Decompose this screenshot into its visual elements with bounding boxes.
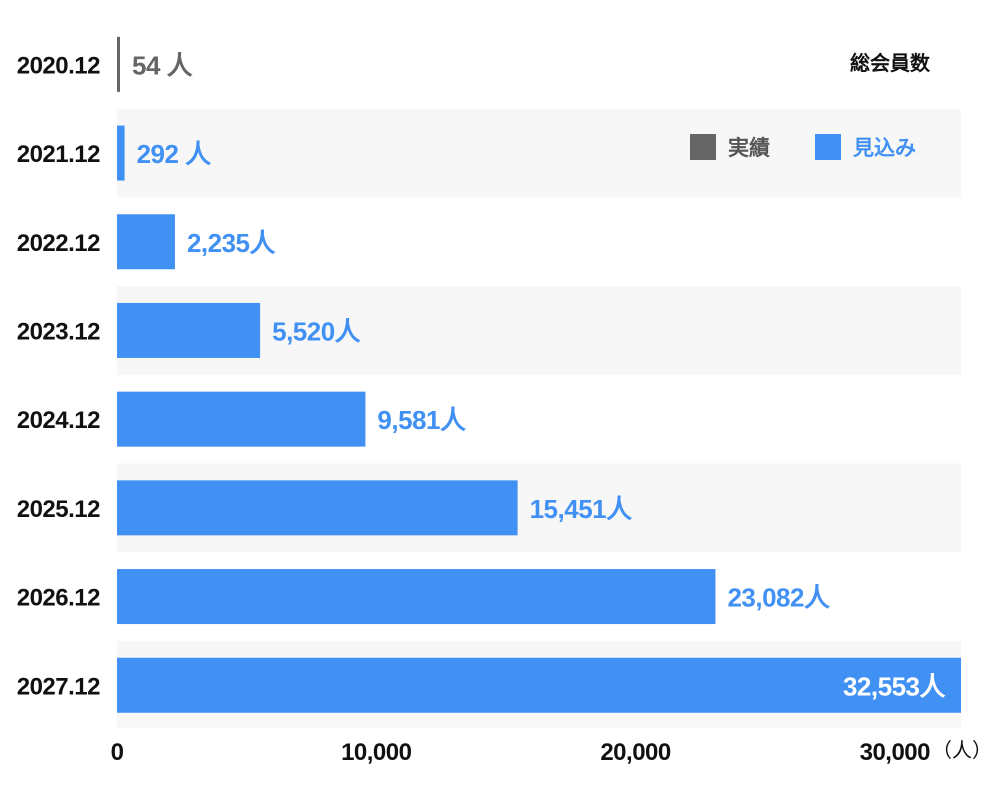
legend-swatch-actual [690, 134, 716, 160]
category-label: 2024.12 [17, 407, 100, 434]
x-tick-label: 0 [111, 739, 124, 766]
legend-swatch-forecast [815, 134, 841, 160]
legend-label-forecast: 見込み [853, 137, 916, 160]
plot-bottom-padding [117, 727, 961, 738]
category-label: 2022.12 [17, 230, 100, 257]
category-label: 2021.12 [17, 141, 100, 168]
bar[interactable] [117, 214, 175, 270]
bar[interactable] [117, 302, 261, 358]
value-label: 5,520人 [272, 316, 361, 346]
x-tick-label: 10,000 [341, 739, 412, 766]
bar[interactable] [117, 391, 366, 447]
bar[interactable] [117, 657, 961, 713]
chart-title: 総会員数 [850, 51, 931, 75]
value-label: 2,235人 [187, 228, 276, 258]
value-label: 54 人 [132, 50, 193, 80]
x-tick-label: 30,000 [860, 739, 931, 766]
category-label: 2025.12 [17, 496, 100, 523]
bar[interactable] [117, 569, 716, 625]
value-label: 32,553人 [843, 671, 946, 701]
legend-label-actual: 実績 [728, 136, 770, 160]
category-label: 2027.12 [17, 673, 100, 700]
category-label: 2026.12 [17, 585, 100, 612]
bar[interactable] [117, 36, 120, 92]
x-unit-label: （人） [932, 739, 992, 762]
category-label: 2023.12 [17, 318, 100, 345]
bar[interactable] [117, 480, 518, 536]
x-tick-label: 20,000 [600, 739, 671, 766]
value-label: 23,082人 [727, 583, 830, 613]
value-label: 9,581人 [377, 405, 466, 435]
category-label: 2020.12 [17, 52, 100, 79]
value-label: 292 人 [137, 139, 212, 169]
bar[interactable] [117, 125, 125, 181]
value-label: 15,451人 [530, 494, 633, 524]
